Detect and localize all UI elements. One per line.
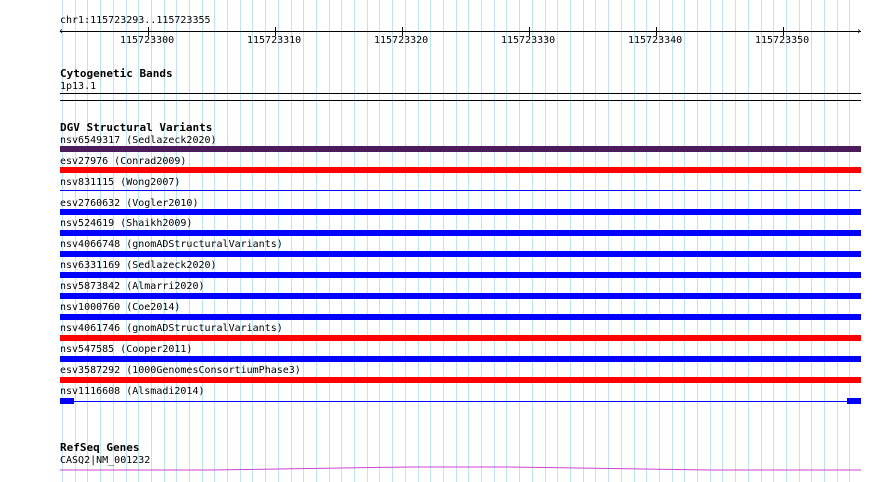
- variant-label: nsv524619 (Shaikh2009): [60, 218, 193, 229]
- variant-bar[interactable]: [60, 209, 861, 215]
- gene-feature[interactable]: [60, 462, 861, 474]
- variant-label: nsv6331169 (Sedlazeck2020): [60, 260, 217, 271]
- scroll-left-arrow-icon[interactable]: ‹: [58, 26, 65, 37]
- variant-bar-right-block[interactable]: [847, 398, 861, 404]
- ruler-tick-label: 115723340: [628, 35, 683, 46]
- ruler-tick-label: 115723330: [501, 35, 556, 46]
- variant-bar[interactable]: [60, 293, 861, 299]
- ruler-tick-label: 115723320: [374, 35, 429, 46]
- ruler-tick-label: 115723310: [247, 35, 302, 46]
- variant-bar[interactable]: [60, 230, 861, 236]
- variant-label: nsv1000760 (Coe2014): [60, 302, 181, 313]
- ruler-tick-label: 115723300: [120, 35, 175, 46]
- track-title: Cytogenetic Bands: [60, 67, 173, 80]
- variant-bar[interactable]: [60, 167, 861, 173]
- variant-label: nsv6549317 (Sedlazeck2020): [60, 135, 217, 146]
- location-label: chr1:115723293..115723355: [60, 15, 211, 26]
- variant-bar[interactable]: [60, 377, 861, 383]
- variant-label: nsv1116608 (Alsmadi2014): [60, 386, 205, 397]
- variant-bar[interactable]: [60, 146, 861, 152]
- variant-bar[interactable]: [60, 272, 861, 278]
- variant-bar[interactable]: [60, 251, 861, 257]
- track-title: RefSeq Genes: [60, 441, 140, 454]
- ruler-axis: [60, 31, 861, 32]
- variant-label: nsv4066748 (gnomADStructuralVariants): [60, 239, 283, 250]
- ruler-tick-label: 115723350: [755, 35, 810, 46]
- variant-bar[interactable]: [60, 356, 861, 362]
- variant-label: nsv4061746 (gnomADStructuralVariants): [60, 323, 283, 334]
- variant-bar-line[interactable]: [60, 401, 861, 402]
- variant-bar[interactable]: [60, 314, 861, 320]
- scroll-right-arrow-icon[interactable]: ›: [856, 26, 863, 37]
- variant-label: esv27976 (Conrad2009): [60, 156, 187, 167]
- variant-bar-left-block[interactable]: [60, 398, 74, 404]
- track-separator: [60, 100, 861, 101]
- variant-bar[interactable]: [60, 335, 861, 341]
- variant-label: esv3587292 (1000GenomesConsortiumPhase3): [60, 365, 301, 376]
- variant-label: nsv547585 (Cooper2011): [60, 344, 193, 355]
- variant-label: esv2760632 (Vogler2010): [60, 198, 199, 209]
- cytoband-feature[interactable]: [60, 93, 861, 94]
- variant-label: nsv5873842 (Almarri2020): [60, 281, 205, 292]
- cytoband-label: 1p13.1: [60, 81, 97, 92]
- track-title: DGV Structural Variants: [60, 121, 213, 134]
- variant-bar[interactable]: [60, 190, 861, 191]
- gene-label: CASQ2|NM_001232: [60, 455, 151, 466]
- variant-label: nsv831115 (Wong2007): [60, 177, 181, 188]
